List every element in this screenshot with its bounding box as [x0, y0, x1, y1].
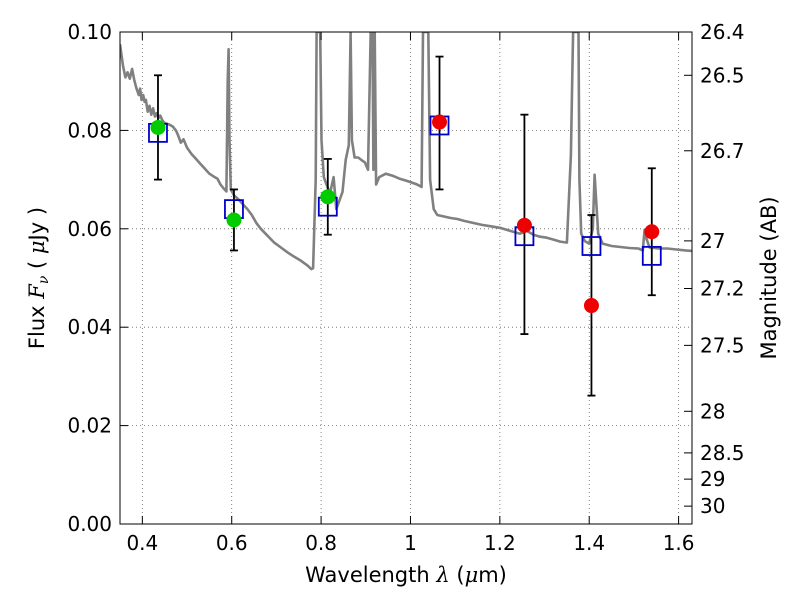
x-axis-title: Wavelength λ (μm) — [305, 563, 507, 587]
x-tick-label: 1.4 — [573, 531, 605, 555]
y-tick-label: 0.04 — [67, 315, 112, 339]
magnitude-tick-label: 27 — [700, 229, 725, 253]
magnitude-tick-label: 30 — [700, 494, 725, 518]
y-tick-label: 0.06 — [67, 217, 112, 241]
magnitude-tick-label: 26.4 — [700, 20, 745, 44]
magnitude-tick-label: 27.2 — [700, 277, 745, 301]
observed-optical-point — [150, 119, 166, 135]
plot-frame — [119, 31, 693, 525]
y-tick-label: 0.02 — [67, 414, 112, 438]
observed-nir-point — [432, 114, 448, 130]
magnitude-tick-label: 26.5 — [700, 63, 745, 87]
x-tick-label: 0.4 — [126, 531, 158, 555]
model-spectrum-line — [120, 32, 692, 271]
x-tick-label: 1.2 — [484, 531, 516, 555]
observed-nir-point — [644, 224, 660, 240]
magnitude-tick-label: 28 — [700, 399, 725, 423]
grid — [120, 32, 692, 524]
y-axis-title: Flux Fν ( μJy ) — [25, 207, 52, 349]
magnitude-tick-label: 28.5 — [700, 441, 745, 465]
model-photometry-square — [581, 236, 602, 256]
y-tick-label: 0.08 — [67, 118, 112, 142]
plot-data — [120, 32, 692, 397]
x-tick-label: 0.6 — [216, 531, 248, 555]
ticks: 0.4 0.6 0.8 1 1.2 1.4 1.6 0.00 0.02 0.04 0.06 0.08 0… — [67, 20, 744, 555]
y-tick-label: 0.10 — [67, 20, 112, 44]
x-tick-label: 0.8 — [305, 531, 337, 555]
x-tick-label: 1 — [404, 531, 417, 555]
observed-optical-point — [226, 212, 242, 228]
magnitude-axis-title: Magnitude (AB) — [757, 196, 781, 359]
observed-optical-point — [320, 189, 336, 205]
model-photometry-square — [641, 245, 662, 266]
observed-nir-point — [583, 298, 599, 314]
magnitude-tick-label: 26.7 — [700, 139, 745, 163]
y-tick-label: 0.00 — [67, 512, 112, 536]
magnitude-tick-label: 29 — [700, 467, 725, 491]
magnitude-tick-label: 27.5 — [700, 333, 745, 357]
observed-nir-point — [516, 217, 532, 233]
x-tick-label: 1.6 — [663, 531, 695, 555]
